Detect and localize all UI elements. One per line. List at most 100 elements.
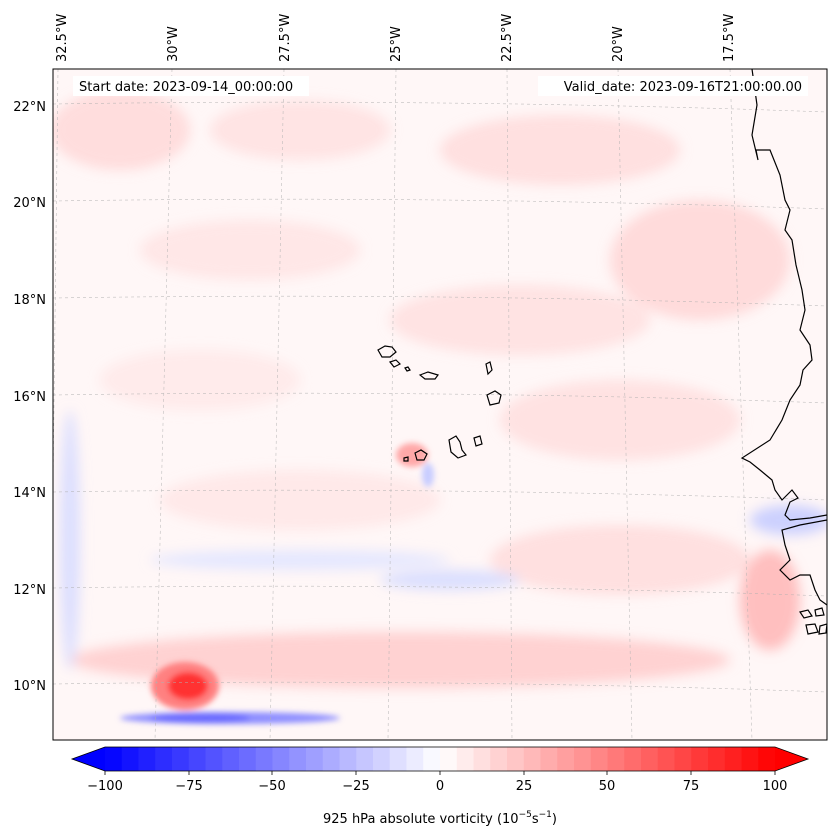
date-annotations: Start date: 2023-09-14_00:00:00 Valid_da… bbox=[73, 76, 808, 96]
positive-vorticity-band bbox=[160, 470, 440, 530]
island-santiago bbox=[448, 435, 467, 459]
colorbar-label-exp2: −1 bbox=[539, 810, 552, 820]
colorbar-label-suffix: ) bbox=[552, 812, 557, 827]
colorbar-segment bbox=[724, 747, 742, 771]
valid-date-box bbox=[538, 76, 808, 96]
lat-label: 22°N bbox=[13, 100, 46, 115]
latitude-labels: 22°N 20°N 18°N 16°N 14°N 12°N 10°N bbox=[13, 100, 46, 694]
island-santo-antao bbox=[377, 345, 397, 358]
meridian-22-5w bbox=[506, 69, 513, 740]
colorbar-segment bbox=[741, 747, 759, 771]
parallel-18n bbox=[53, 295, 827, 307]
colorbar-ticks: −100 −75 −50 −25 0 25 50 75 100 bbox=[87, 779, 787, 794]
parallel-16n bbox=[53, 392, 827, 404]
colorbar-label-mid: s bbox=[532, 812, 539, 827]
meridian-17-5w bbox=[729, 69, 753, 740]
colorbar-segment bbox=[138, 747, 156, 771]
positive-vorticity-band bbox=[440, 115, 680, 185]
colorbar-segment bbox=[641, 747, 659, 771]
colorbar-tick: 50 bbox=[599, 779, 616, 794]
colorbar-low-extend bbox=[72, 747, 105, 771]
colorbar-segment bbox=[406, 747, 424, 771]
africa-coastline bbox=[740, 69, 827, 606]
colorbar-segment bbox=[272, 747, 290, 771]
coastlines bbox=[377, 69, 827, 635]
meridian-30w bbox=[154, 69, 173, 740]
colorbar-segment bbox=[322, 747, 340, 771]
vorticity-field bbox=[53, 90, 827, 688]
island-vorticity-max bbox=[396, 443, 428, 467]
vorticity-max-core bbox=[168, 672, 208, 700]
lon-label: 17.5°W bbox=[722, 14, 737, 62]
colorbar-tick: 25 bbox=[516, 779, 533, 794]
parallel-20n bbox=[53, 198, 827, 210]
lat-label: 20°N bbox=[13, 196, 46, 211]
positive-vorticity-band bbox=[210, 100, 390, 160]
colorbar-segment bbox=[105, 747, 123, 771]
positive-vorticity-band bbox=[53, 90, 190, 170]
gridlines bbox=[53, 69, 827, 740]
colorbar-segment bbox=[239, 747, 257, 771]
lon-label: 22.5°W bbox=[500, 14, 515, 62]
colorbar-tick-marks bbox=[104, 771, 776, 775]
colorbar-segment bbox=[172, 747, 190, 771]
start-date-label: Start date: 2023-09-14_00:00:00 bbox=[79, 80, 293, 95]
negative-vorticity-band bbox=[60, 410, 80, 670]
colorbar-tick: −50 bbox=[258, 779, 285, 794]
colorbar-segment bbox=[758, 747, 776, 771]
parallel-12n bbox=[53, 585, 827, 597]
island-brava bbox=[403, 456, 409, 462]
colorbar-segment bbox=[507, 747, 525, 771]
island-santa-luzia bbox=[404, 366, 411, 372]
colorbar-segment bbox=[607, 747, 625, 771]
colorbar-segment bbox=[255, 747, 273, 771]
lon-label: 30°W bbox=[166, 26, 181, 62]
island-sao-nicolau bbox=[418, 371, 439, 380]
colorbar-tick: −75 bbox=[175, 779, 202, 794]
colorbar-segment bbox=[557, 747, 575, 771]
meridian-27-5w bbox=[269, 69, 285, 740]
colorbar-segment bbox=[674, 747, 692, 771]
lat-label: 10°N bbox=[13, 679, 46, 694]
colorbar-segment bbox=[356, 747, 374, 771]
map-frame bbox=[52, 68, 828, 741]
positive-vorticity-band bbox=[70, 632, 730, 688]
colorbar-segment bbox=[440, 747, 458, 771]
lat-label: 18°N bbox=[13, 293, 46, 308]
lat-label: 12°N bbox=[13, 583, 46, 598]
lon-label: 20°W bbox=[611, 26, 626, 62]
positive-vorticity-band bbox=[610, 200, 790, 320]
positive-vorticity-band bbox=[500, 380, 740, 460]
colorbar-segment bbox=[339, 747, 357, 771]
lat-label: 16°N bbox=[13, 390, 46, 405]
colorbar-segment bbox=[205, 747, 223, 771]
positive-vorticity-band bbox=[490, 525, 750, 595]
island-sal bbox=[485, 361, 493, 376]
colorbar-segment bbox=[121, 747, 139, 771]
colorbar-high-extend bbox=[775, 747, 808, 771]
colorbar-segment bbox=[389, 747, 407, 771]
colorbar-segment bbox=[155, 747, 173, 771]
negative-vorticity-band bbox=[150, 550, 450, 570]
colorbar-segment bbox=[523, 747, 541, 771]
island-sao-vicente bbox=[388, 359, 402, 368]
colorbar-segment bbox=[456, 747, 474, 771]
lon-label: 25°W bbox=[389, 26, 404, 62]
positive-vorticity-band bbox=[140, 220, 360, 280]
colorbar-segment bbox=[423, 747, 441, 771]
parallel-10n bbox=[53, 681, 827, 693]
colorbar-tick: −25 bbox=[342, 779, 369, 794]
meridian-25w bbox=[387, 69, 397, 740]
colorbar-tick: 0 bbox=[436, 779, 444, 794]
colorbar-segment bbox=[691, 747, 709, 771]
colorbar-segment bbox=[490, 747, 508, 771]
colorbar-segment bbox=[708, 747, 726, 771]
parallel-14n bbox=[53, 489, 827, 501]
colorbar-segment bbox=[373, 747, 391, 771]
colorbar-segment bbox=[289, 747, 307, 771]
meridian-20w bbox=[617, 69, 633, 740]
parallel-22n bbox=[53, 101, 827, 113]
positive-vorticity-band bbox=[390, 285, 650, 355]
colorbar-segment bbox=[657, 747, 675, 771]
